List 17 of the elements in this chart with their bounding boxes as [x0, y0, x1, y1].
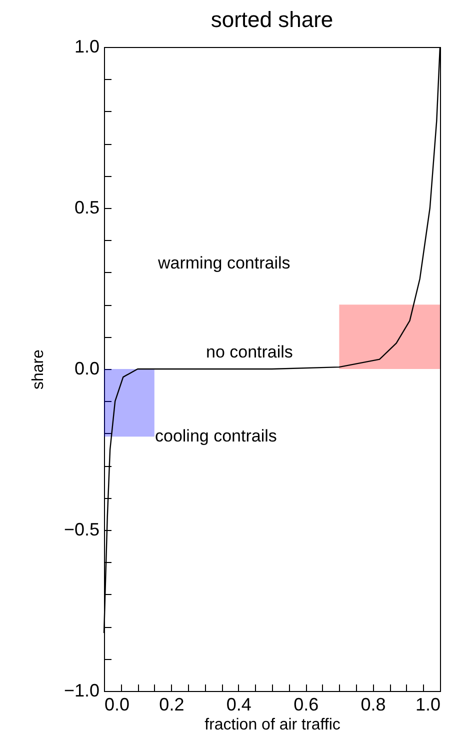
x-tick-label: 0.2	[159, 694, 184, 714]
y-tick-label: 0.0	[74, 358, 100, 378]
x-tick-label: 0.0	[104, 694, 130, 714]
annotation: cooling contrails	[155, 426, 277, 446]
chart-title: sorted share	[210, 7, 334, 32]
x-axis-title: fraction of air traffic	[204, 716, 340, 734]
annotation: no contrails	[206, 342, 293, 362]
annotation: warming contrails	[157, 253, 290, 272]
y-tick-label: 1.0	[74, 36, 100, 56]
y-tick-label: −0.5	[64, 520, 100, 540]
x-tick-label: 0.6	[294, 694, 319, 714]
x-tick-label: 0.8	[360, 694, 386, 714]
x-tick-label: 0.4	[226, 694, 252, 714]
x-tick-label: 1.0	[415, 694, 440, 714]
y-tick-label: 0.5	[74, 198, 100, 218]
y-axis-title: share	[30, 349, 47, 390]
y-tick-label: −1.0	[64, 680, 100, 700]
